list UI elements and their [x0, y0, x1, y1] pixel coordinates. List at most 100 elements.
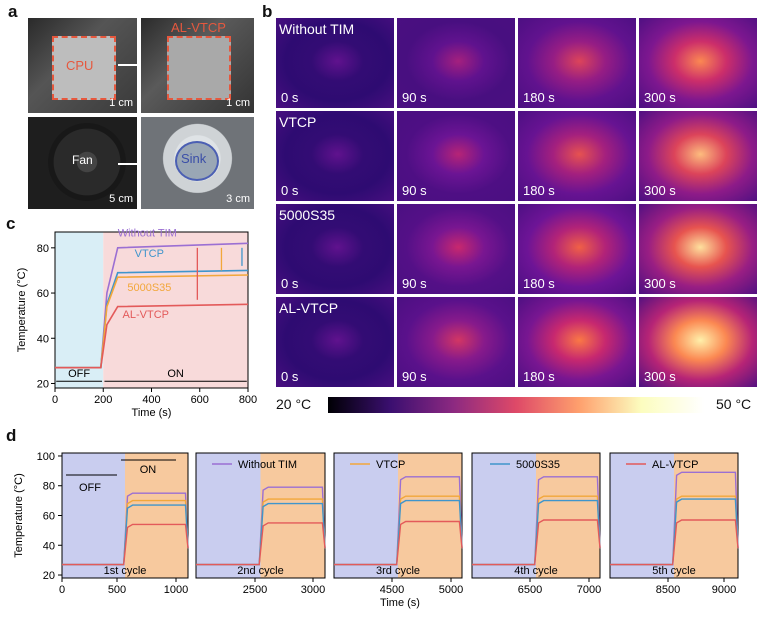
series-label: 5000S35 [127, 282, 171, 294]
series-line [55, 303, 249, 369]
thermal-time-label: 180 s [523, 276, 555, 291]
y-axis-label: Temperature (°C) [13, 473, 25, 557]
x-tick-label: 8500 [656, 584, 680, 596]
x-axis-label: Time (s) [132, 407, 172, 419]
thermal-row-label: AL-VTCP [279, 300, 339, 316]
plot-frame [333, 452, 463, 579]
cycle-label: 4th cycle [514, 565, 557, 577]
thermal-time-label: 0 s [281, 276, 299, 291]
x-tick-label: 7000 [577, 584, 601, 596]
thermal-row-label: 5000S35 [279, 207, 336, 223]
panel-d-label: d [6, 426, 17, 445]
x-tick-label: 0 [59, 584, 65, 596]
fan-body [48, 123, 126, 201]
thermal-cell: 180 s [518, 204, 636, 294]
series-label: VTCP [135, 248, 164, 260]
cycle-label: 3rd cycle [376, 565, 420, 577]
cycle-label: 2nd cycle [237, 565, 283, 577]
x-tick-label: 600 [191, 394, 209, 406]
thermal-cell: 0 s [276, 297, 394, 387]
series-line [62, 523, 189, 566]
cpu-chip [52, 36, 116, 100]
thermal-cell: 300 s [639, 297, 757, 387]
region-off [62, 453, 125, 578]
region-on [260, 453, 325, 578]
x-tick-label: 5000 [439, 584, 463, 596]
region-off [610, 453, 674, 578]
arrow-bottom [118, 163, 148, 165]
thermal-cell: 0 s [276, 111, 394, 201]
thermal-cell: 180 s [518, 18, 636, 108]
cpu-scale: 1 cm [109, 97, 133, 109]
region-off [334, 453, 398, 578]
y-tick-label: 20 [43, 570, 55, 582]
off-label: OFF [79, 482, 101, 494]
thermal-time-label: 0 s [281, 369, 299, 384]
on-label: ON [167, 368, 184, 380]
y-tick-label: 60 [43, 511, 55, 523]
colorbar-max-label: 50 °C [716, 396, 752, 412]
thermal-cell: 90 s [397, 297, 515, 387]
panel-c-label: c [6, 214, 16, 233]
thermal-time-label: 300 s [644, 90, 676, 105]
fan-scale: 5 cm [109, 193, 133, 205]
colorbar [328, 397, 704, 413]
x-tick-label: 3000 [301, 584, 325, 596]
plot-frame [195, 452, 326, 579]
plot-frame [609, 452, 739, 579]
thermal-time-label: 300 s [644, 183, 676, 198]
fan-tag: Fan [72, 153, 93, 167]
region-on [398, 453, 462, 578]
legend-label: 5000S35 [516, 459, 560, 471]
x-tick-label: 0 [52, 394, 58, 406]
photo-al-vtcp: AL-VTCP 1 cm [141, 18, 254, 113]
cpu-tag: CPU [66, 58, 94, 73]
y-tick-label: 80 [37, 243, 49, 255]
on-label: ON [140, 464, 157, 476]
x-tick-label: 9000 [712, 584, 736, 596]
x-tick-label: 400 [142, 394, 160, 406]
series-label: AL-VTCP [123, 309, 169, 321]
region-off [472, 453, 536, 578]
thermal-time-label: 90 s [402, 183, 427, 198]
al-vtcp-scale: 1 cm [226, 97, 250, 109]
x-tick-label: 800 [239, 394, 257, 406]
thermal-time-label: 180 s [523, 183, 555, 198]
panel-a-label: a [8, 2, 18, 21]
thermal-row-label: VTCP [279, 114, 317, 130]
off-label: OFF [68, 368, 90, 380]
thermal-time-label: 90 s [402, 90, 427, 105]
region-on [536, 453, 600, 578]
series-line [472, 519, 601, 566]
series-line [196, 522, 326, 566]
thermal-cell: 300 s [639, 18, 757, 108]
thermal-cell: 90 s [397, 204, 515, 294]
region-on [674, 453, 738, 578]
legend-label: VTCP [376, 459, 405, 471]
region-off [196, 453, 261, 578]
thermal-cell: 300 s [639, 204, 757, 294]
x-tick-label: 2500 [243, 584, 267, 596]
thermal-row-label: Without TIM [279, 21, 355, 37]
thermal-time-label: 0 s [281, 90, 299, 105]
region-on [103, 232, 248, 388]
legend-label: AL-VTCP [652, 459, 698, 471]
colorbar-min-label: 20 °C [276, 396, 312, 412]
y-tick-label: 60 [37, 288, 49, 300]
thermal-time-label: 180 s [523, 369, 555, 384]
photo-sink: Sink 3 cm [141, 117, 254, 209]
arrow-top [118, 64, 148, 66]
region-on [125, 453, 188, 578]
series-label: Without TIM [118, 228, 177, 240]
thermal-time-label: 0 s [281, 183, 299, 198]
sink-tag: Sink [181, 151, 207, 166]
x-axis-label: Time (s) [380, 597, 420, 609]
al-vtcp-tag: AL-VTCP [171, 20, 226, 35]
y-tick-label: 20 [37, 378, 49, 390]
series-line [334, 520, 463, 566]
region-off [55, 232, 104, 388]
y-tick-label: 40 [43, 540, 55, 552]
thermal-cell: 300 s [639, 111, 757, 201]
thermal-cell: 180 s [518, 111, 636, 201]
